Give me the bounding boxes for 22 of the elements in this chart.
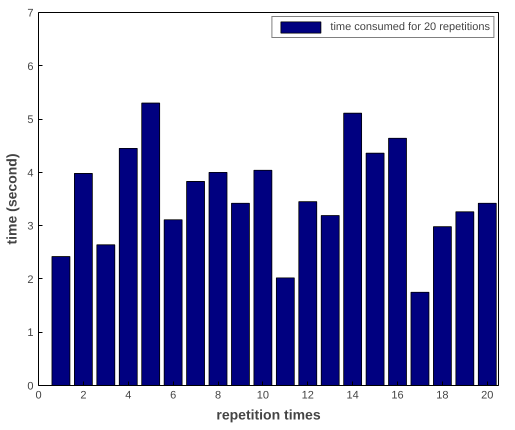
x-tick-label: 12: [302, 390, 314, 402]
y-axis-title: time (second): [3, 153, 20, 245]
x-tick-label: 10: [256, 390, 270, 402]
x-tick-label: 0: [35, 390, 42, 402]
y-tick-label: 4: [27, 167, 34, 180]
y-tick-label: 7: [27, 8, 34, 20]
x-tick-label: 14: [346, 390, 359, 402]
y-tick-label: 0: [27, 380, 34, 392]
x-tick-label: 20: [481, 390, 494, 402]
x-axis-title: repetition times: [216, 406, 321, 422]
x-tick-label: 18: [436, 390, 449, 402]
y-tick-label: 1: [27, 327, 34, 340]
y-tick-label: 6: [27, 60, 34, 73]
y-tick-label: 5: [27, 114, 34, 126]
x-tick-label: 16: [391, 390, 404, 402]
y-tick-label: 2: [27, 274, 34, 286]
legend-label: time consumed for 20 repetitions: [330, 21, 490, 33]
x-tick-label: 2: [80, 390, 86, 402]
x-tick-label: 4: [125, 390, 132, 402]
x-tick-label: 8: [214, 390, 222, 402]
x-tick-label: 6: [170, 390, 176, 402]
y-tick-label: 3: [27, 220, 34, 233]
